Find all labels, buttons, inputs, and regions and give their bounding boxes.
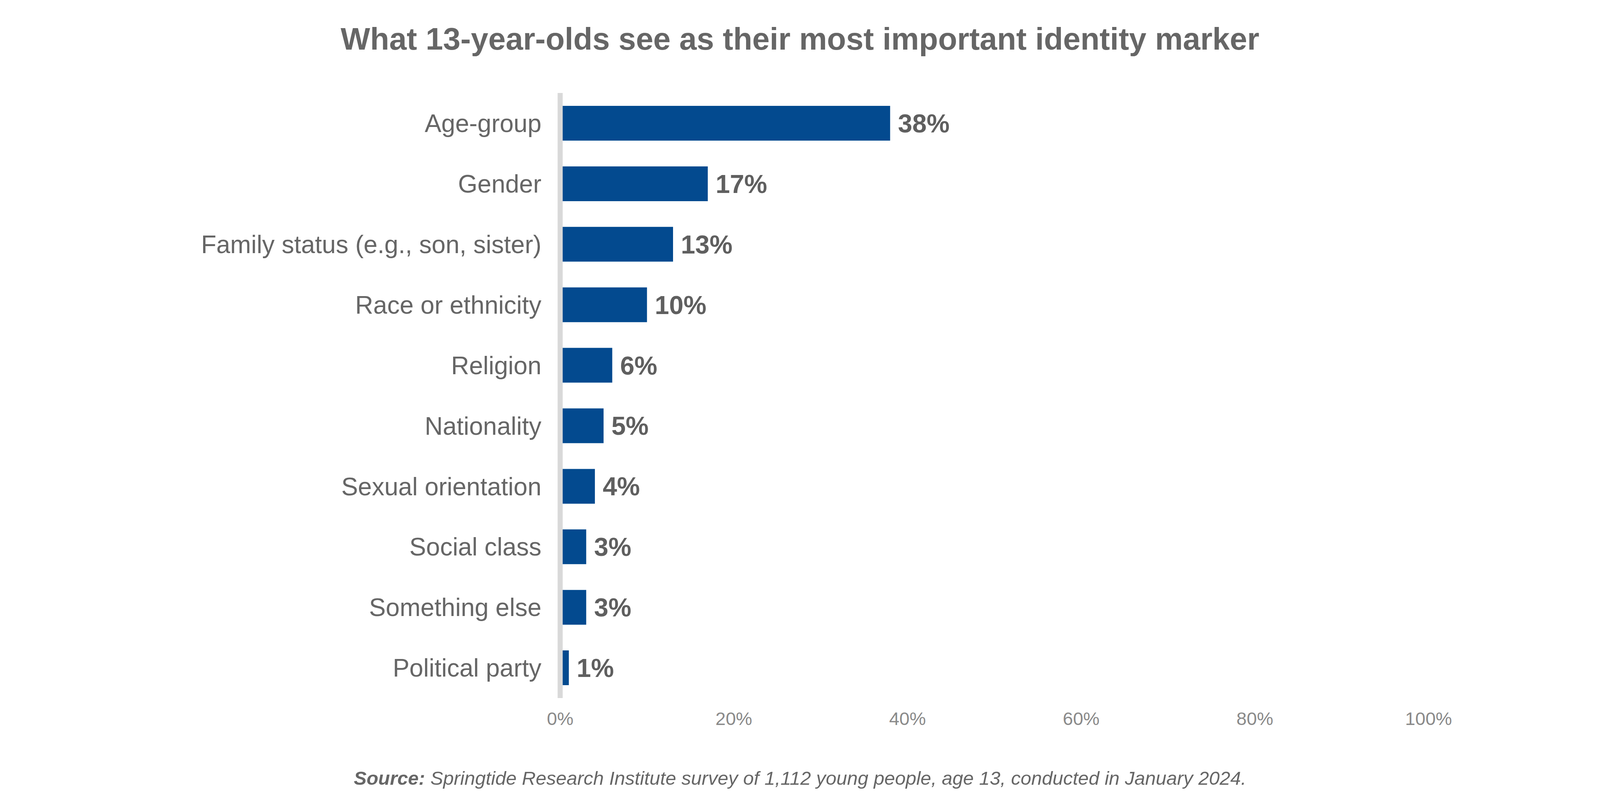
svg-text:Sexual orientation: Sexual orientation (341, 472, 542, 501)
svg-text:Social class: Social class (409, 532, 542, 561)
svg-text:80%: 80% (1236, 708, 1274, 729)
svg-text:Political party: Political party (392, 653, 542, 683)
svg-text:17%: 17% (715, 169, 768, 199)
svg-text:Nationality: Nationality (424, 412, 542, 441)
svg-text:60%: 60% (1062, 708, 1100, 729)
svg-text:Gender: Gender (458, 169, 542, 199)
svg-text:3%: 3% (594, 592, 632, 622)
svg-text:100%: 100% (1405, 708, 1452, 729)
html-text:What 13-year-olds see as their: What 13-year-olds see as their most impo… (340, 21, 1260, 57)
svg-text:4%: 4% (602, 471, 640, 501)
svg-text:1%: 1% (576, 653, 614, 683)
svg-text:Family status (e.g., son, sist: Family status (e.g., son, sister) (201, 230, 542, 259)
svg-text:10%: 10% (654, 290, 707, 320)
svg-text:Something else: Something else (369, 593, 542, 622)
html-text:Source: Springtide Research In: Source: Springtide Research Institute su… (353, 767, 1247, 789)
svg-text:Race or ethnicity: Race or ethnicity (355, 291, 542, 320)
svg-text:20%: 20% (715, 708, 753, 729)
svg-text:3%: 3% (594, 532, 632, 562)
svg-text:6%: 6% (619, 351, 658, 381)
svg-text:40%: 40% (889, 708, 926, 729)
svg-text:0%: 0% (546, 708, 574, 729)
svg-text:Age-group: Age-group (424, 109, 542, 138)
svg-text:38%: 38% (898, 108, 950, 138)
svg-text:13%: 13% (680, 230, 733, 259)
svg-text:Religion: Religion (451, 351, 542, 380)
svg-text:5%: 5% (611, 411, 649, 441)
